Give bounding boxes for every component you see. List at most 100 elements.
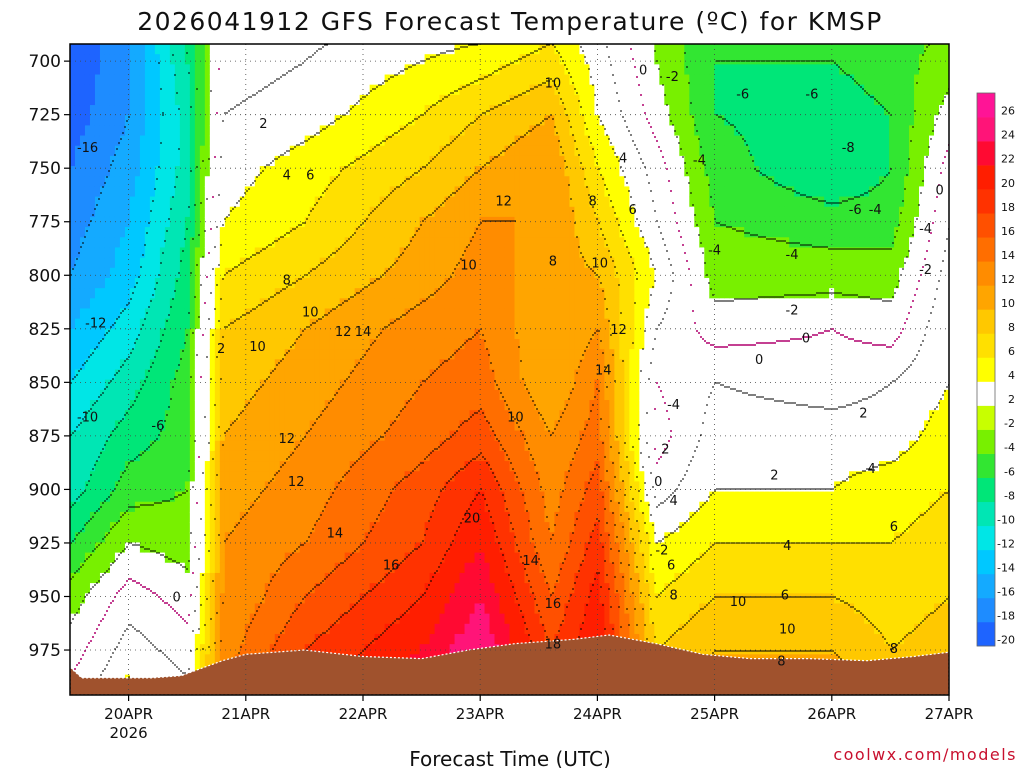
field-cell	[424, 481, 431, 493]
field-cell	[84, 379, 91, 391]
field-cell	[134, 440, 141, 452]
field-cell	[154, 654, 161, 666]
field-cell	[259, 623, 266, 635]
field-cell	[339, 410, 346, 421]
field-cell	[84, 552, 91, 564]
field-cell	[379, 511, 386, 523]
field-cell	[419, 145, 426, 157]
field-cell	[374, 166, 381, 177]
field-cell	[339, 583, 346, 594]
field-cell	[254, 471, 261, 482]
field-cell	[84, 501, 91, 513]
field-cell	[284, 522, 291, 533]
field-cell	[389, 308, 396, 320]
field-cell	[319, 196, 326, 208]
field-cell	[164, 227, 171, 238]
field-cell	[349, 84, 356, 96]
field-cell	[169, 471, 176, 482]
field-cell	[194, 633, 201, 645]
field-cell	[444, 84, 451, 96]
field-cell	[414, 583, 421, 594]
field-cell	[239, 338, 246, 350]
field-cell	[274, 216, 281, 228]
field-cell	[244, 389, 251, 401]
field-cell	[70, 227, 76, 238]
field-cell	[344, 247, 351, 259]
field-cell	[289, 572, 296, 584]
field-cell	[429, 583, 436, 594]
field-cell	[339, 532, 346, 544]
field-cell	[439, 288, 446, 299]
field-cell	[264, 613, 271, 625]
field-cell	[299, 644, 306, 655]
field-cell	[229, 155, 236, 167]
field-cell	[394, 155, 401, 167]
field-cell	[369, 613, 376, 625]
field-cell	[249, 583, 256, 594]
field-cell	[449, 84, 456, 96]
field-cell	[104, 349, 111, 360]
field-cell	[84, 532, 91, 544]
field-cell	[344, 64, 351, 76]
field-cell	[114, 155, 121, 167]
field-cell	[199, 369, 206, 381]
field-cell	[89, 105, 96, 116]
field-cell	[444, 369, 451, 381]
field-cell	[354, 216, 361, 228]
field-cell	[329, 471, 336, 482]
field-cell	[254, 572, 261, 584]
field-cell	[279, 44, 286, 55]
field-cell	[189, 349, 196, 360]
field-cell	[294, 430, 301, 442]
field-cell	[454, 94, 461, 106]
field-cell	[159, 196, 166, 208]
field-cell	[349, 44, 356, 55]
field-cell	[169, 654, 176, 666]
field-cell	[329, 94, 336, 106]
field-cell	[364, 511, 371, 523]
field-cell	[224, 247, 231, 259]
field-cell	[104, 247, 111, 259]
field-cell	[194, 562, 201, 574]
field-cell	[394, 511, 401, 523]
field-cell	[344, 420, 351, 432]
field-cell	[454, 461, 461, 472]
field-cell	[319, 593, 326, 605]
field-cell	[124, 166, 131, 177]
field-cell	[234, 155, 241, 167]
field-cell	[354, 481, 361, 493]
field-cell	[94, 216, 101, 228]
field-cell	[289, 206, 296, 218]
field-cell	[224, 298, 231, 310]
field-cell	[319, 532, 326, 544]
field-cell	[449, 176, 456, 187]
field-cell	[254, 257, 261, 269]
field-cell	[169, 623, 176, 635]
field-cell	[424, 308, 431, 320]
field-cell	[339, 125, 346, 137]
field-cell	[409, 64, 416, 76]
field-cell	[369, 389, 376, 401]
field-cell	[114, 379, 121, 391]
field-cell	[439, 349, 446, 360]
field-cell	[74, 522, 81, 533]
field-cell	[444, 338, 451, 350]
field-cell	[284, 389, 291, 401]
field-cell	[399, 196, 406, 208]
field-cell	[284, 277, 291, 289]
field-cell	[399, 542, 406, 554]
field-cell	[364, 644, 371, 655]
field-cell	[219, 318, 226, 330]
field-cell	[289, 522, 296, 533]
field-cell	[374, 288, 381, 299]
field-cell	[329, 288, 336, 299]
field-cell	[119, 410, 126, 421]
field-cell	[404, 247, 411, 259]
field-cell	[369, 400, 376, 411]
field-cell	[354, 613, 361, 625]
field-cell	[414, 328, 421, 340]
field-cell	[229, 338, 236, 350]
field-cell	[419, 257, 426, 269]
field-cell	[144, 654, 151, 666]
field-cell	[219, 44, 226, 55]
